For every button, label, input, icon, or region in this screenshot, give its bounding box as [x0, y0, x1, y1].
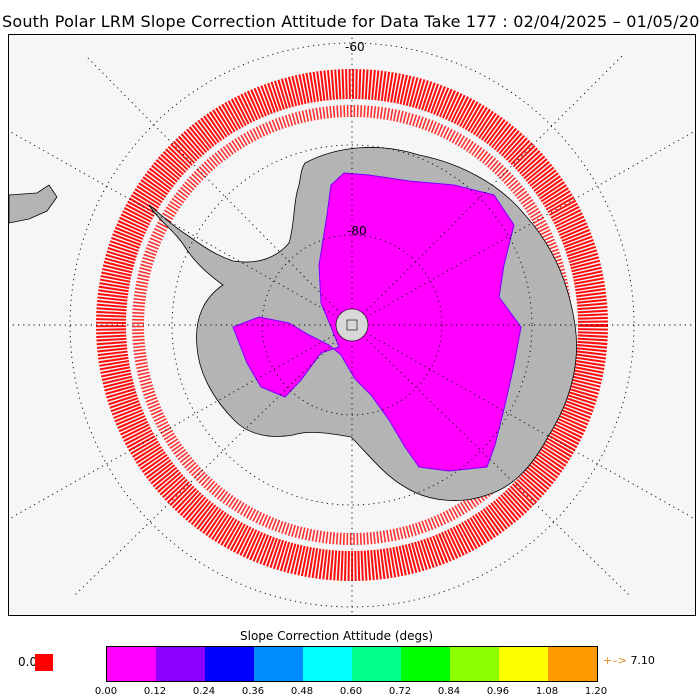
colorbar-tick-label: 1.20: [584, 686, 608, 697]
graticule-70: [171, 144, 533, 506]
colorbar-cell: [303, 647, 352, 681]
map-panel: -60 -80: [8, 34, 696, 616]
overflow-value: 7.10: [630, 654, 655, 667]
colorbar-title: Slope Correction Attitude (degs): [240, 629, 434, 643]
zero-swatch: [35, 654, 53, 671]
lat-label-80: -80: [347, 224, 367, 238]
map-title: South Polar LRM Slope Correction Attitud…: [2, 12, 700, 31]
track-ring-outer: [96, 69, 608, 581]
colorbar-cell: [205, 647, 254, 681]
colorbar-cell: [352, 647, 401, 681]
colorbar-tick-label: 0.00: [94, 686, 118, 697]
colorbar-tick-label: 0.72: [388, 686, 412, 697]
colorbar: [106, 646, 598, 682]
data-coverage: [232, 172, 522, 472]
colorbar-tick-label: 0.48: [290, 686, 314, 697]
overflow-arrow: +–>: [603, 654, 627, 667]
graticule-meridians: [9, 35, 695, 615]
polar-map: -60 -80: [9, 35, 695, 615]
colorbar-cell: [401, 647, 450, 681]
colorbar-tick-label: 0.60: [339, 686, 363, 697]
colorbar-tick-label: 0.36: [241, 686, 265, 697]
pole-marker: [346, 319, 358, 331]
colorbar-cell: [548, 647, 597, 681]
pole-hole: [335, 308, 369, 342]
lat-label-60: -60: [345, 40, 365, 54]
colorbar-cell: [450, 647, 499, 681]
colorbar-cell: [254, 647, 303, 681]
south-america-tip: [9, 184, 58, 224]
colorbar-cell: [107, 647, 156, 681]
graticule-80: [261, 234, 443, 416]
colorbar-tick-label: 0.96: [486, 686, 510, 697]
colorbar-tick-label: 0.24: [192, 686, 216, 697]
colorbar-tick-label: 0.84: [437, 686, 461, 697]
colorbar-tick-label: 1.08: [535, 686, 559, 697]
colorbar-tick-label: 0.12: [143, 686, 167, 697]
overflow-indicator: +–> 7.10: [603, 654, 655, 667]
colorbar-cell: [499, 647, 548, 681]
colorbar-cell: [156, 647, 205, 681]
colorbar-ticks: 0.00 0.12 0.24 0.36 0.48 0.60 0.72 0.84 0.96 1.08…: [95, 686, 608, 700]
zero-label: 0.0: [18, 655, 38, 669]
